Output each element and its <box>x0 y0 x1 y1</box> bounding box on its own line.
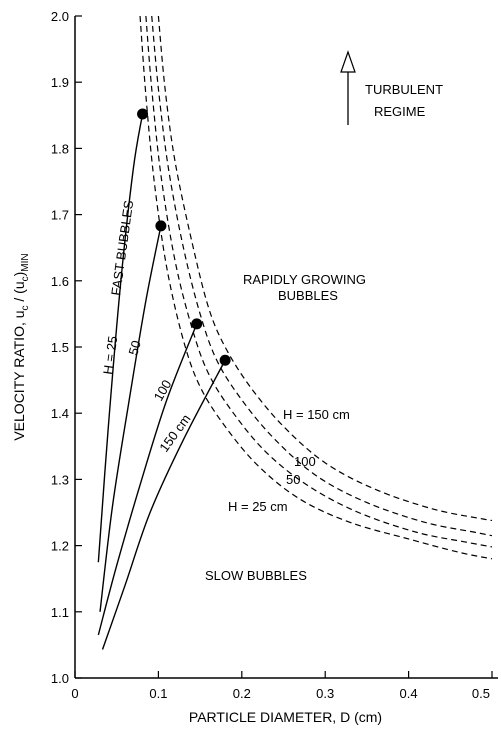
label-solid-h25: H = 25 <box>100 335 120 375</box>
label-dashed-h25: H = 25 cm <box>228 499 288 514</box>
y-tick-label: 1.2 <box>51 539 69 554</box>
curves <box>97 15 493 650</box>
annotation-rapid-line2: BUBBLES <box>278 288 338 303</box>
dashed-curve-5 <box>145 15 493 548</box>
label-dashed-100: 100 <box>294 454 316 469</box>
solid-curve-0 <box>97 113 144 563</box>
y-axis-title-end: ) <box>11 272 27 277</box>
x-tick-label: 0.4 <box>400 686 418 701</box>
y-tick-label: 1.7 <box>51 208 69 223</box>
data-point-marker <box>155 220 167 232</box>
annotation-rapid-line1: RAPIDLY GROWING <box>243 272 366 287</box>
annotation-turbulent-line1: TURBULENT <box>365 82 443 97</box>
solid-curve-3 <box>101 359 226 650</box>
dashed-curve-7 <box>157 15 493 522</box>
annotation-fast: FAST BUBBLES <box>108 199 136 296</box>
data-point-marker <box>191 318 203 330</box>
annotation-turbulent-line2: REGIME <box>374 104 426 119</box>
label-dashed-50: 50 <box>286 472 300 487</box>
y-axis-title-sub3: MIN <box>20 253 31 271</box>
label-solid-100: 100 <box>151 377 175 403</box>
markers <box>137 108 231 366</box>
y-axis-title-sub1: c <box>20 305 31 310</box>
y-tick-label: 1.5 <box>51 340 69 355</box>
y-axis-title: VELOCITY RATIO, uc / (uc)MIN <box>11 253 31 440</box>
annotation-slow: SLOW BUBBLES <box>205 568 307 583</box>
y-tick-label: 1.3 <box>51 472 69 487</box>
y-tick-label: 1.0 <box>51 671 69 686</box>
solid-curve-2 <box>97 323 198 636</box>
y-axis-title-mid: / (u <box>11 281 27 305</box>
y-tick-label: 2.0 <box>51 9 69 24</box>
x-tick-label: 0.2 <box>233 686 251 701</box>
x-axis-title: PARTICLE DIAMETER, D (cm) <box>189 709 382 725</box>
label-solid-50: 50 <box>125 339 143 357</box>
x-tick-label: 0.5 <box>472 686 490 701</box>
y-tick-label: 1.1 <box>51 605 69 620</box>
y-tick-label: 1.9 <box>51 75 69 90</box>
data-point-marker <box>137 108 149 120</box>
label-solid-150: 150 cm <box>156 411 193 454</box>
x-tick-label: 0 <box>71 686 78 701</box>
dashed-curve-6 <box>151 15 493 537</box>
dashed-curve-4 <box>139 15 493 560</box>
y-axis-title-main: VELOCITY RATIO, u <box>11 310 27 440</box>
y-tick-label: 1.4 <box>51 406 69 421</box>
y-tick-label: 1.8 <box>51 141 69 156</box>
x-tick-label: 0.3 <box>316 686 334 701</box>
solid-curve-1 <box>99 225 162 612</box>
y-tick-label: 1.6 <box>51 274 69 289</box>
y-axis-title-sub2: c <box>20 276 31 281</box>
data-point-marker <box>219 354 231 366</box>
ticks: 1.0 1.1 1.2 1.3 1.4 1.5 1.6 1.7 1.8 1.9 2.0 0 0.1 0.2… <box>51 9 493 701</box>
up-arrow-icon <box>340 50 356 125</box>
x-tick-label: 0.1 <box>149 686 167 701</box>
label-dashed-h150: H = 150 cm <box>283 407 350 422</box>
